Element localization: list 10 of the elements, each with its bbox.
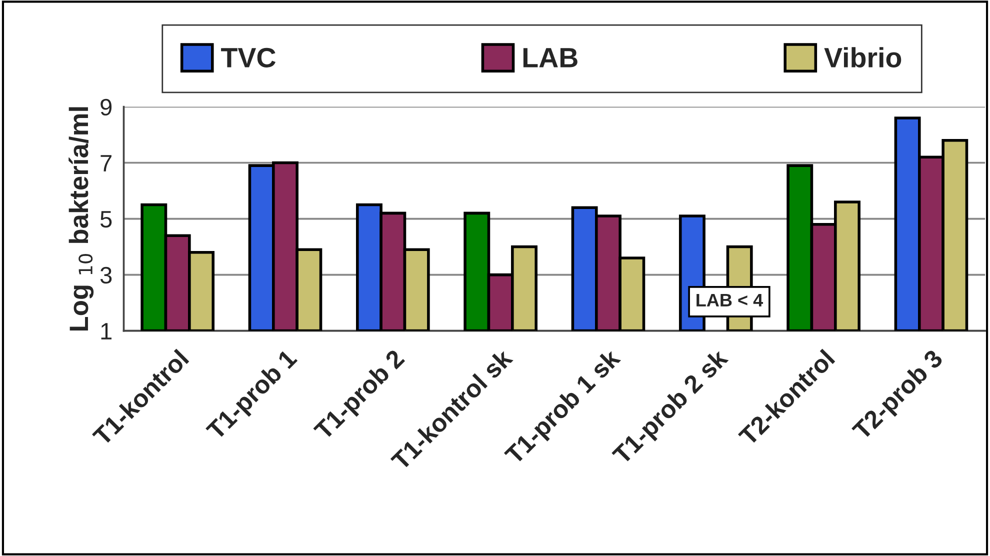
y-axis-title: Log $_{10}$ baktería/ml	[68, 107, 94, 330]
y-tick-label: 3	[100, 266, 112, 284]
y-tick-label: 5	[100, 211, 112, 228]
legend-label: LAB	[523, 48, 578, 68]
annotation: LAB < 4	[696, 294, 764, 306]
legend-label: TVC	[221, 48, 276, 68]
y-tick-label: 1	[101, 323, 112, 340]
y-tick-label: 7	[100, 155, 112, 172]
legend-label: Vibrio	[824, 47, 902, 68]
y-tick-label: 9	[100, 98, 112, 116]
